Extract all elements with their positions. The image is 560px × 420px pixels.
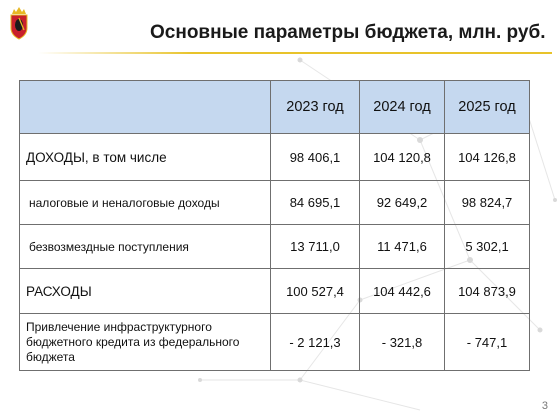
table-row: ДОХОДЫ, в том числе 98 406,1 104 120,8 1… — [19, 133, 530, 181]
cell-value: 98 824,7 — [444, 180, 530, 225]
page-title: Основные параметры бюджета, млн. руб. — [150, 22, 546, 43]
cell-value: 104 873,9 — [444, 268, 530, 314]
cell-value: 92 649,2 — [359, 180, 445, 225]
cell-value: 104 126,8 — [444, 133, 530, 181]
table-row: безвозмездные поступления 13 711,0 11 47… — [19, 224, 530, 269]
table-row: РАСХОДЫ 100 527,4 104 442,6 104 873,9 — [19, 268, 530, 314]
table-row: налоговые и неналоговые доходы 84 695,1 … — [19, 180, 530, 225]
cell-value: 11 471,6 — [359, 224, 445, 269]
cell-value: 100 527,4 — [270, 268, 360, 314]
row-label-expenses: РАСХОДЫ — [19, 268, 271, 314]
cell-value: 13 711,0 — [270, 224, 360, 269]
column-header-2024: 2024 год — [359, 80, 445, 134]
header-corner-cell — [19, 80, 271, 134]
column-header-2023: 2023 год — [270, 80, 360, 134]
budget-table: 2023 год 2024 год 2025 год ДОХОДЫ, в том… — [19, 80, 530, 371]
row-label-transfers: безвозмездные поступления — [19, 224, 271, 269]
row-label-tax-revenue: налоговые и неналоговые доходы — [19, 180, 271, 225]
cell-value: 5 302,1 — [444, 224, 530, 269]
cell-value: - 321,8 — [359, 313, 445, 371]
cell-value: - 2 121,3 — [270, 313, 360, 371]
cell-value: 104 442,6 — [359, 268, 445, 314]
table-header-row: 2023 год 2024 год 2025 год — [19, 80, 530, 134]
cell-value: 104 120,8 — [359, 133, 445, 181]
page-number: 3 — [541, 400, 548, 412]
coat-of-arms-icon — [10, 7, 28, 40]
cell-value: 84 695,1 — [270, 180, 360, 225]
table-row: Привлечение инфраструктурного бюджетного… — [19, 313, 530, 371]
cell-value: - 747,1 — [444, 313, 530, 371]
row-label-revenue: ДОХОДЫ, в том числе — [19, 133, 271, 181]
row-label-infrastructure-credit: Привлечение инфраструктурного бюджетного… — [19, 313, 271, 371]
title-underline — [38, 52, 552, 54]
column-header-2025: 2025 год — [444, 80, 530, 134]
cell-value: 98 406,1 — [270, 133, 360, 181]
